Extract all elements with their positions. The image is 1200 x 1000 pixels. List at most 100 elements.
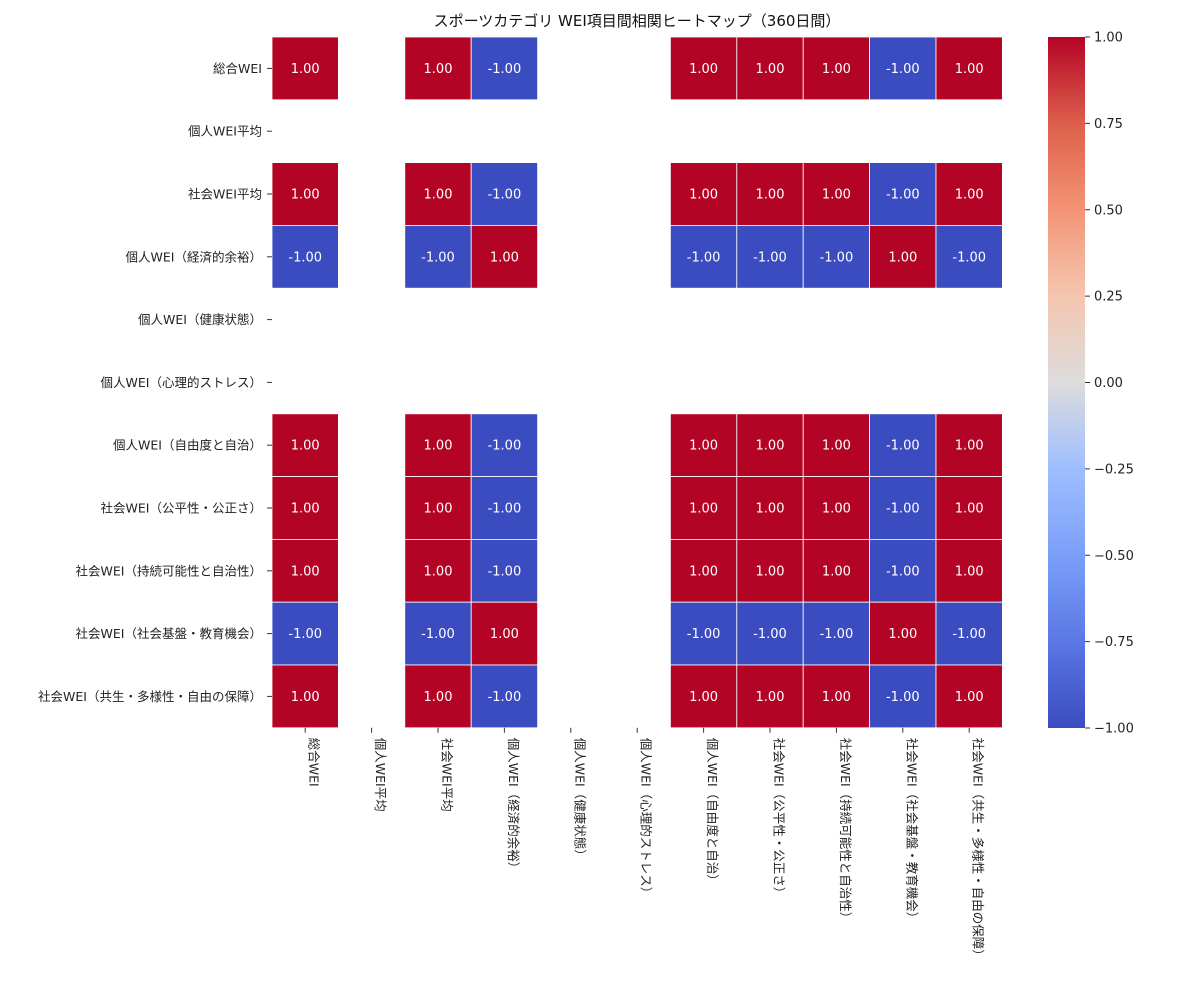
heatmap-cell [271,601,339,666]
cell-value-label: -1.00 [288,627,322,642]
heatmap-cell [935,413,1003,477]
cell-value-label: 1.00 [490,627,519,642]
chart-title: スポーツカテゴリ WEI項目間相関ヒートマップ（360日間） [433,12,841,30]
cell-value-label: -1.00 [820,250,854,265]
heatmap-cell [404,664,472,729]
colorbar-tick-label: 0.75 [1094,117,1123,132]
x-tick-label: 総合WEI [307,738,322,787]
cell-value-label: 1.00 [822,502,851,517]
cell-value-label: -1.00 [488,564,522,579]
cell-value-label: -1.00 [421,250,455,265]
cell-value-label: -1.00 [288,250,322,265]
colorbar-tick-label: 0.50 [1094,203,1123,218]
x-tick-label: 社会WEI（公平性・公正さ） [772,738,787,899]
cell-value-label: 1.00 [822,439,851,454]
cell-value-label: -1.00 [886,62,920,77]
cell-value-label: 1.00 [689,188,718,203]
heatmap-cell [935,36,1003,101]
heatmap-cell [802,224,871,289]
heatmap-cell [736,476,804,540]
cell-value-label: 1.00 [424,62,453,77]
cell-value-label: 1.00 [291,690,320,705]
x-tick-label: 社会WEI（共生・多様性・自由の保障） [971,738,986,962]
heatmap-cell [470,36,539,101]
cell-value-label: 1.00 [291,439,320,454]
cell-value-label: 1.00 [490,250,519,265]
cell-value-label: 1.00 [291,502,320,517]
cell-value-label: 1.00 [822,188,851,203]
cell-value-label: -1.00 [687,627,721,642]
cell-value-label: -1.00 [488,62,522,77]
cell-value-label: -1.00 [952,250,986,265]
cell-value-label: 1.00 [424,188,453,203]
cell-value-label: -1.00 [753,250,787,265]
heatmap-cell [670,476,738,540]
heatmap-cell [470,664,539,729]
colorbar-tick-label: 0.25 [1094,290,1123,305]
cell-value-label: 1.00 [822,564,851,579]
heatmap-cell [802,476,871,540]
heatmap-cell [404,476,472,540]
cell-value-label: -1.00 [687,250,721,265]
x-axis-labels: 総合WEI 個人WEI平均 社会WEI平均 個人WEI（経済的余裕） 個人WEI（健康状… [304,727,986,962]
heatmap-cell [802,539,871,603]
cell-value-label: -1.00 [886,564,920,579]
cell-value-label: 1.00 [424,439,453,454]
cell-value-label: -1.00 [753,627,787,642]
y-tick-label: 個人WEI（経済的余裕） [126,249,262,264]
y-tick-label: 個人WEI（自由度と自治） [113,438,262,453]
heatmap-cell [736,413,804,477]
cell-value-label: 1.00 [689,439,718,454]
heatmap-cell [736,664,804,729]
cell-value-label: 1.00 [756,564,785,579]
y-tick-label: 社会WEI（社会基盤・教育機会） [76,626,262,641]
cell-value-label: 1.00 [756,62,785,77]
cell-value-label: 1.00 [756,690,785,705]
heatmap-cell [271,413,339,477]
heatmap-cell [736,601,804,666]
heatmap-cell [935,601,1003,666]
y-tick-label: 社会WEI（公平性・公正さ） [101,501,262,516]
heatmap-cell [470,601,539,666]
cell-value-label: -1.00 [488,188,522,203]
cell-value-label: 1.00 [689,62,718,77]
heatmap-cell [736,162,804,226]
heatmap-cell [802,36,871,101]
cell-value-label: -1.00 [886,502,920,517]
cell-value-label: 1.00 [822,690,851,705]
heatmap-cell [404,36,472,101]
x-tick-label: 社会WEI（社会基盤・教育機会） [904,738,919,924]
x-tick-label: 社会WEI（持続可能性と自治性） [838,738,853,924]
cell-value-label: 1.00 [955,188,984,203]
heatmap-cell [404,601,472,666]
heatmap-cell [404,539,472,603]
colorbar-tick-label: 1.00 [1094,31,1123,46]
heatmap-cell [470,162,539,226]
cell-value-label: 1.00 [955,502,984,517]
heatmap-cell [802,664,871,729]
colorbar-gradient [1048,37,1085,728]
heatmap-cell [869,413,937,477]
heatmap-cell [869,162,937,226]
heatmap-cell [935,539,1003,603]
heatmap-cell [470,224,539,289]
cell-value-label: -1.00 [488,690,522,705]
cell-value-label: 1.00 [689,690,718,705]
x-tick-label: 個人WEI（経済的余裕） [506,738,521,874]
heatmap-cell [869,601,937,666]
heatmap-cell [670,539,738,603]
heatmap-cell [802,601,871,666]
heatmap-cell [935,664,1003,729]
heatmap-cell [271,162,339,226]
y-tick-label: 個人WEI（健康状態） [138,312,262,327]
heatmap-cells: 1.00 1.00 -1.00 1.00 1.00 1.00 -1.00 1.00 1.00 1.… [271,36,1003,729]
heatmap-cell [404,224,472,289]
y-tick-label: 個人WEI（心理的ストレス） [101,375,262,390]
cell-value-label: 1.00 [955,564,984,579]
y-tick-label: 社会WEI（持続可能性と自治性） [76,563,262,578]
colorbar-tick-label: 0.00 [1094,376,1123,391]
cell-value-label: -1.00 [886,439,920,454]
x-tick-label: 個人WEI（健康状態） [572,738,587,862]
heatmap-cell [670,162,738,226]
